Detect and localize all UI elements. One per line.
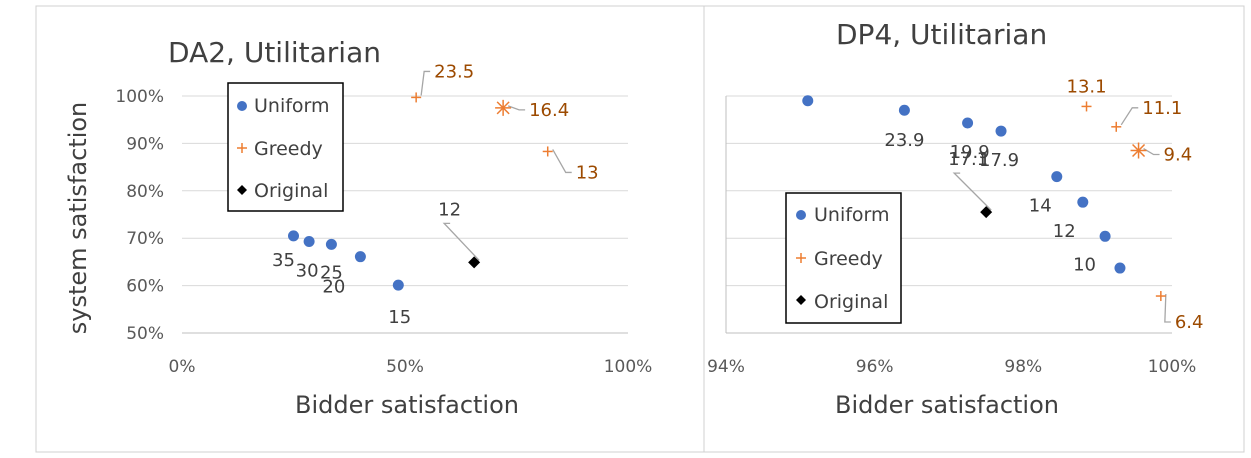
legend-original-marker [796,295,806,305]
x-tick-label: 96% [856,357,894,377]
chart-dp4-x-axis-label: Bidder satisfaction [835,391,1059,419]
y-tick-label: 60% [126,277,164,297]
data-point-greedy [495,99,512,116]
legend-uniform-marker [237,101,247,111]
chart-dp4-data-points [802,95,1166,302]
data-label: 11.1 [1142,98,1182,119]
leader-line [1143,147,1160,156]
chart-dp4-x-tick-labels: 94% 96% 98% 100% [707,357,1196,377]
data-label: 35 [272,250,295,271]
legend-greedy-marker [796,253,806,263]
data-point-original [980,206,993,219]
data-label: 19.9 [950,142,990,163]
data-label: 23.9 [884,130,924,151]
chart-da2-leader-lines [420,70,572,261]
data-point-greedy [1081,101,1092,112]
data-point-uniform [354,251,366,263]
data-point-greedy [411,92,422,103]
data-point-uniform [325,238,337,250]
data-point-greedy [1130,142,1147,159]
leader-line [952,172,992,211]
data-point-uniform [898,104,910,116]
data-point-uniform [1051,171,1063,183]
data-point-original [468,256,481,269]
data-point-greedy [1155,291,1166,302]
y-tick-label: 50% [126,324,164,344]
chart-da2-y-tick-labels: 50% 60% 70% 80% 90% 100% [115,87,164,344]
legend-uniform-label: Uniform [254,95,330,117]
data-label: 9.4 [1164,145,1193,166]
data-point-uniform [1077,196,1089,208]
legend-uniform-label: Uniform [814,204,890,226]
data-point-uniform [802,95,814,107]
data-label: 14 [1029,196,1052,217]
y-tick-label: 90% [126,134,164,154]
data-label: 6.4 [1175,312,1204,333]
leader-line [420,70,431,96]
leader-line [507,105,526,111]
chart-dp4-title: DP4, Utilitarian [836,18,1047,51]
x-tick-label: 100% [1148,357,1197,377]
data-label: 17.1 [948,149,988,170]
chart-da2-legend-box [227,82,344,212]
legend-original-label: Original [254,180,328,202]
data-point-uniform [288,230,299,242]
chart-da2-panel: 50%60%70%80%90%100% 0% 50% 100% DA2, Utili… [35,5,705,453]
data-point-uniform [303,236,315,248]
legend-original-label: Original [814,291,888,313]
x-tick-label: 94% [707,357,745,377]
data-point-greedy [1111,121,1122,132]
x-tick-label: 50% [386,357,424,377]
y-tick-label: 100% [115,87,164,107]
data-point-uniform [1099,230,1111,242]
chart-da2-legend: Uniform Greedy Original [227,82,344,212]
data-label: 15 [388,307,411,328]
data-label: 16.4 [529,100,569,121]
chart-dp4-leader-lines [952,107,1171,323]
data-point-uniform [962,117,974,129]
chart-da2-x-axis-label: Bidder satisfaction [295,391,519,419]
data-label: 17.9 [979,150,1019,171]
chart-da2-title: DA2, Utilitarian [168,36,381,69]
data-label: 10 [1073,254,1096,275]
y-tick-label: 80% [126,182,164,202]
data-label: 25 [320,262,343,283]
legend-greedy-label: Greedy [814,248,883,270]
data-label: 20 [322,277,345,298]
legend-greedy-marker [237,143,247,153]
data-label: 13.1 [1067,76,1107,97]
y-tick-label: 70% [126,229,164,249]
leader-line [442,222,480,261]
leader-line [1164,294,1171,323]
data-label: 12 [438,199,461,220]
data-label: 23.5 [434,61,474,82]
chart-da2-data-points [288,92,553,291]
data-point-uniform [995,125,1007,137]
leader-line [1120,107,1139,126]
data-point-uniform [1114,262,1126,274]
legend-original-marker [237,185,247,195]
x-tick-label: 100% [604,357,653,377]
chart-da2-x-tick-labels: 0% 50% 100% [169,357,653,377]
chart-dp4-legend: Uniform Greedy Original [785,192,902,324]
data-point-greedy [542,146,553,157]
chart-dp4-panel: 94% 96% 98% 100% DP4, Utilitarian Bidder sa… [703,5,1245,453]
data-label: 13 [576,162,599,183]
leader-line [552,149,572,174]
chart-da2-border [35,5,705,453]
data-label: 30 [296,261,319,282]
x-tick-label: 98% [1004,357,1042,377]
chart-dp4-border [703,5,1245,453]
chart-y-axis-label: system satisfaction [64,102,92,335]
data-label: 12 [1053,221,1076,242]
x-tick-label: 0% [169,357,196,377]
legend-greedy-label: Greedy [254,138,323,160]
data-point-uniform [392,279,404,291]
legend-uniform-marker [796,210,806,220]
